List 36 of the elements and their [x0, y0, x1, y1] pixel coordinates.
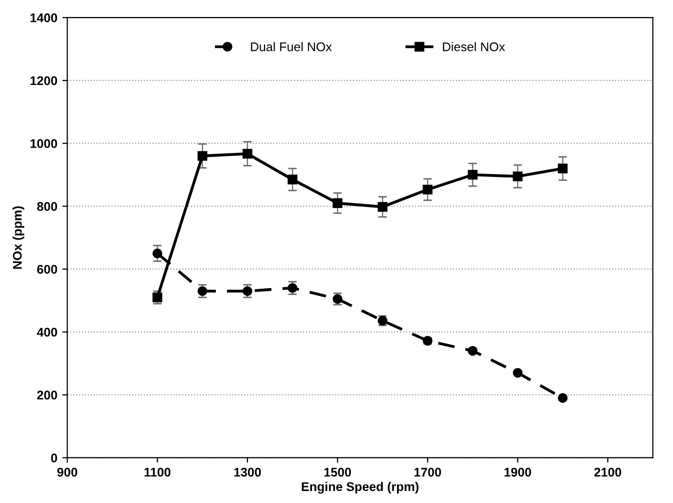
y-tick-label: 0: [51, 454, 58, 462]
x-axis-title: Engine Speed (rpm): [302, 482, 418, 494]
point: [512, 172, 523, 182]
point: [288, 283, 298, 293]
point: [152, 248, 162, 258]
point: [558, 164, 568, 174]
point: [558, 393, 568, 403]
point: [198, 286, 208, 296]
legend-label: Diesel NOx: [442, 42, 506, 52]
y-tick-label: 1400: [30, 13, 58, 22]
point: [468, 170, 478, 180]
y-axis-title: NOx (ppm): [12, 206, 24, 269]
point: [242, 286, 252, 296]
point: [242, 148, 252, 159]
x-tick-label: 1700: [414, 468, 442, 477]
point: [378, 202, 388, 212]
x-tick-label: 1300: [234, 468, 261, 477]
point: [332, 198, 342, 208]
y-tick-label: 800: [37, 202, 58, 211]
y-tick-label: 200: [37, 390, 58, 400]
y-tick-label: 1200: [30, 76, 58, 86]
legend-label: Dual Fuel NOx: [250, 42, 332, 52]
point: [152, 292, 162, 302]
x-tick-label: 1100: [144, 468, 170, 477]
y-tick-label: 1000: [30, 139, 58, 148]
x-tick-label: 900: [57, 468, 78, 477]
point: [288, 174, 298, 184]
y-tick-label: 600: [37, 264, 58, 274]
x-tick-label: 1500: [324, 468, 351, 477]
point: [468, 346, 478, 356]
point: [198, 151, 208, 161]
y-tick-label: 400: [36, 328, 58, 337]
x-tick-label: 2100: [594, 468, 622, 477]
point: [422, 184, 432, 194]
point: [512, 368, 523, 378]
x-tick-label: 1900: [504, 468, 532, 477]
